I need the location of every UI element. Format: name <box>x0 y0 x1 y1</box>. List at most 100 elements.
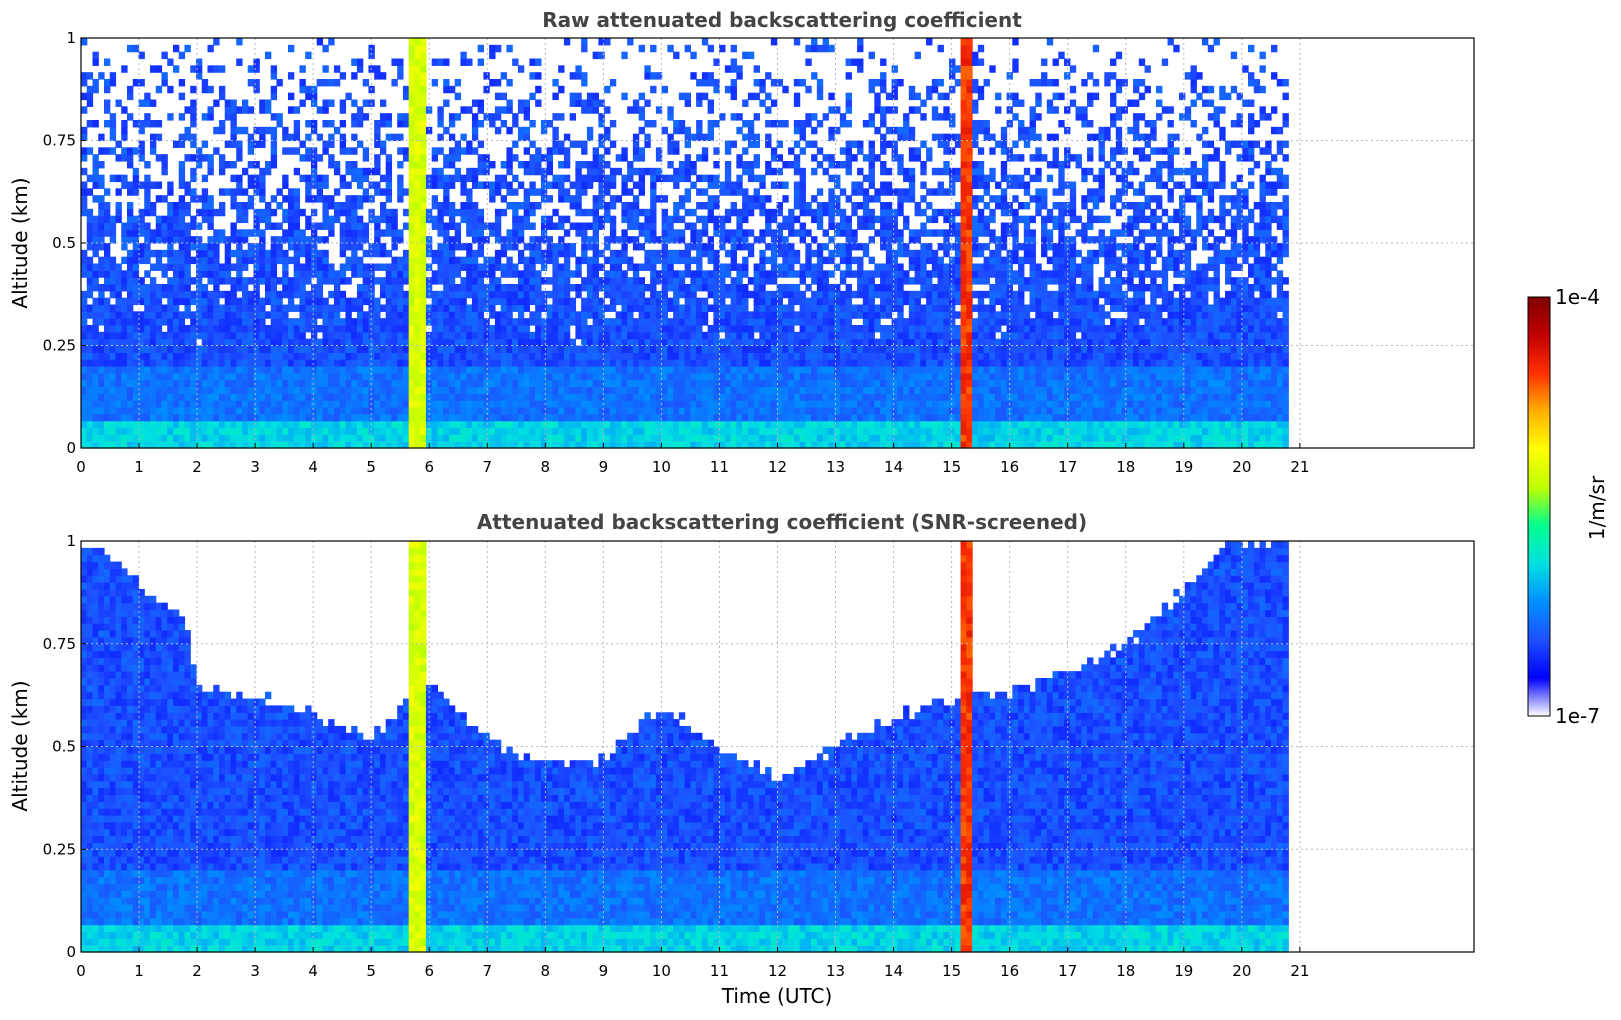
heatmap-cell <box>339 366 347 374</box>
heatmap-cell <box>471 290 479 299</box>
heatmap-cell <box>713 229 720 237</box>
heatmap-cell <box>155 325 163 333</box>
heatmap-cell <box>477 263 485 271</box>
heatmap-cell <box>253 229 260 237</box>
heatmap-cell <box>184 126 191 135</box>
heatmap-cell <box>437 147 444 155</box>
heatmap-cell <box>132 434 140 442</box>
heatmap-cell <box>264 106 272 114</box>
heatmap-cell <box>236 441 243 449</box>
heatmap-cell <box>172 249 180 258</box>
heatmap-cell <box>627 174 634 183</box>
heatmap-cell <box>627 311 634 319</box>
heatmap-cell <box>604 85 611 94</box>
heatmap-cell <box>655 311 663 319</box>
heatmap-cell <box>494 249 502 258</box>
heatmap-cell <box>586 325 594 333</box>
heatmap-cell <box>385 133 393 142</box>
heatmap-cell <box>213 413 220 422</box>
heatmap-cell <box>592 393 599 401</box>
heatmap-cell <box>765 243 772 251</box>
heatmap-cell <box>546 318 554 326</box>
heatmap-cell <box>224 379 232 388</box>
heatmap-cell <box>558 372 565 381</box>
heatmap-cell <box>638 318 645 326</box>
heatmap-cell <box>650 359 657 367</box>
heatmap-cell <box>379 345 387 353</box>
heatmap-cell <box>236 379 243 388</box>
heatmap-cell <box>397 366 404 374</box>
heatmap-cell <box>201 202 209 210</box>
heatmap-cell <box>719 263 726 271</box>
heatmap-cell <box>328 427 335 435</box>
heatmap-cell <box>535 85 542 94</box>
heatmap-cell <box>241 331 249 340</box>
heatmap-cell <box>391 304 398 312</box>
heatmap-cell <box>512 331 519 340</box>
heatmap-cell <box>437 256 444 265</box>
heatmap-cell <box>621 188 628 196</box>
heatmap-cell <box>770 386 778 394</box>
heatmap-cell <box>489 407 496 415</box>
heatmap-cell <box>270 366 278 374</box>
heatmap-cell <box>512 263 519 271</box>
heatmap-cell <box>563 407 571 415</box>
heatmap-cell <box>218 263 226 271</box>
heatmap-cell <box>356 331 364 340</box>
heatmap-cell <box>155 311 163 319</box>
heatmap-cell <box>448 359 456 367</box>
heatmap-cell <box>759 304 766 312</box>
heatmap-cell <box>471 352 479 360</box>
heatmap-cell <box>138 181 145 189</box>
heatmap-cell <box>776 420 783 429</box>
heatmap-cell <box>747 379 755 388</box>
heatmap-cell <box>98 441 105 449</box>
heatmap-cell <box>264 359 272 367</box>
heatmap-cell <box>92 359 99 367</box>
heatmap-cell <box>161 413 168 422</box>
heatmap-cell <box>540 441 548 449</box>
heatmap-cell <box>604 325 611 333</box>
heatmap-cell <box>443 229 450 237</box>
heatmap-cell <box>747 400 755 408</box>
heatmap-cell <box>609 331 617 340</box>
heatmap-cell <box>621 386 628 394</box>
heatmap-cell <box>483 427 490 435</box>
heatmap-cell <box>190 85 197 94</box>
heatmap-cell <box>328 215 335 224</box>
heatmap-cell <box>644 120 651 128</box>
heatmap-cell <box>81 331 88 340</box>
heatmap-cell <box>673 126 680 135</box>
heatmap-cell <box>753 393 760 401</box>
heatmap-cell <box>224 325 232 333</box>
heatmap-cell <box>632 154 640 162</box>
heatmap-cell <box>724 270 732 278</box>
heatmap-cell <box>466 167 473 176</box>
heatmap-cell <box>149 133 157 142</box>
heatmap-cell <box>149 413 157 422</box>
heatmap-cell <box>632 99 640 107</box>
heatmap-cell <box>517 379 525 388</box>
heatmap-cell <box>293 147 301 155</box>
heatmap-cell <box>765 92 772 101</box>
heatmap-cell <box>730 413 737 422</box>
heatmap-cell <box>345 181 352 189</box>
heatmap-cell <box>431 147 439 155</box>
heatmap-cell <box>241 325 249 333</box>
heatmap-cell <box>696 427 703 435</box>
heatmap-cell <box>609 290 617 299</box>
heatmap-cell <box>604 243 611 251</box>
heatmap-cell <box>684 297 691 306</box>
heatmap-cell <box>696 284 703 292</box>
heatmap-cell <box>615 167 622 176</box>
heatmap-cell <box>586 284 594 292</box>
heatmap-cell <box>696 325 703 333</box>
heatmap-cell <box>402 290 410 299</box>
heatmap-cell <box>742 99 749 107</box>
heatmap-cell <box>86 325 94 333</box>
heatmap-cell <box>362 270 370 278</box>
heatmap-cell <box>86 441 94 449</box>
heatmap-cell <box>713 85 720 94</box>
heatmap-cell <box>460 407 467 415</box>
heatmap-cell <box>563 161 571 169</box>
